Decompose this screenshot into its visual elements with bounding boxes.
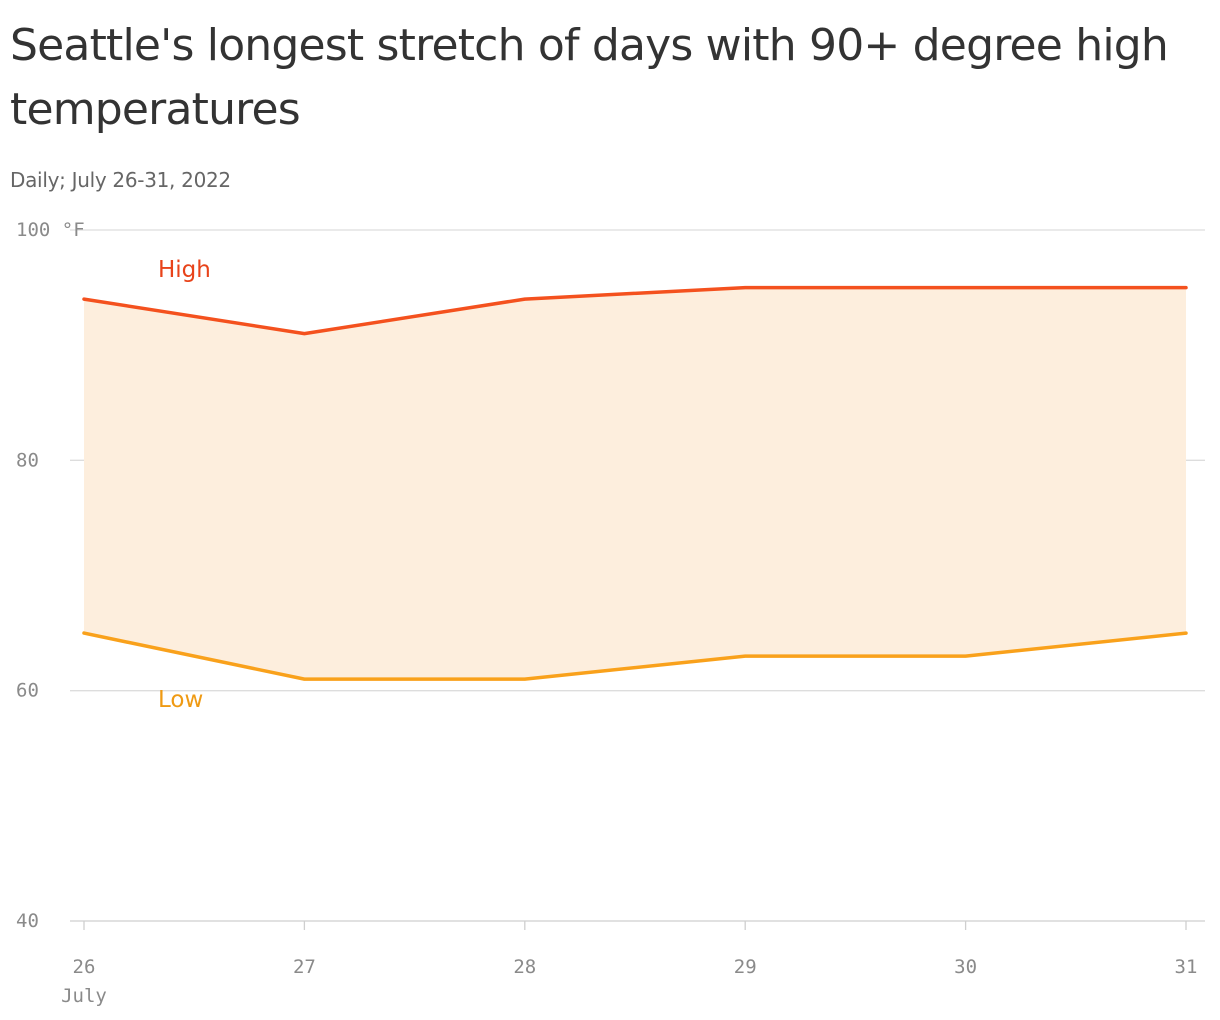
x-tick-label: 29: [734, 956, 757, 978]
x-tick-label: 27: [293, 956, 316, 978]
high-line: [82, 285, 1188, 336]
x-tick-label: 31: [1175, 956, 1198, 978]
y-tick-label: 100 °F: [16, 219, 85, 241]
y-tick-label: 80: [16, 449, 39, 471]
x-month-label: July: [61, 985, 107, 1007]
high-low-band: [84, 287, 1186, 680]
x-tick-label: 30: [954, 956, 977, 978]
chart-subtitle: Daily; July 26-31, 2022: [10, 168, 231, 192]
low-line: [82, 631, 1188, 681]
low-series-label: Low: [158, 687, 203, 713]
x-tick-label: 28: [513, 956, 536, 978]
chart-title: Seattle's longest stretch of days with 9…: [10, 20, 1169, 135]
high-series-label: High: [158, 257, 211, 283]
y-tick-label: 60: [16, 680, 39, 702]
y-tick-label: 40: [16, 910, 39, 932]
x-tick-label: 26: [73, 956, 96, 978]
